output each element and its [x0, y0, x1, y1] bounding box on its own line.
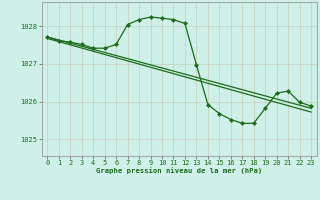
X-axis label: Graphe pression niveau de la mer (hPa): Graphe pression niveau de la mer (hPa)	[96, 168, 262, 174]
